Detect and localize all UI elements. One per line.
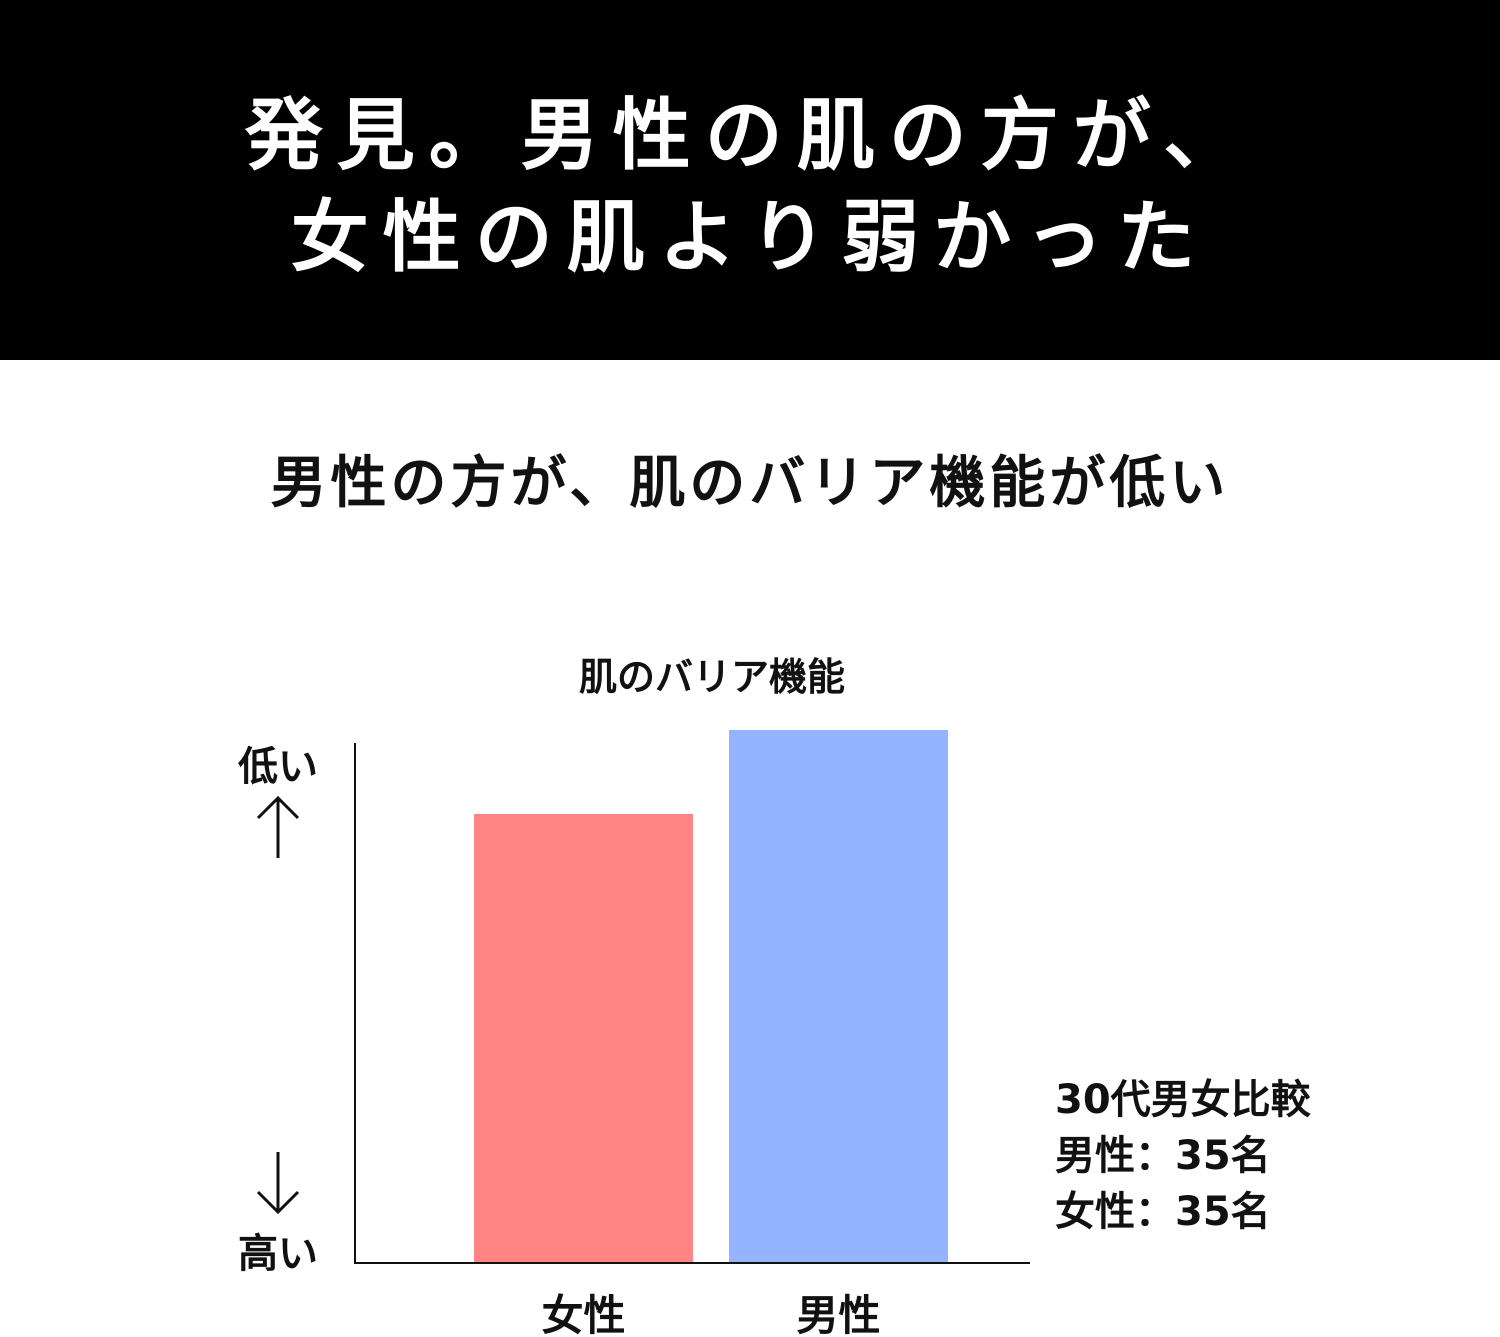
bar-male (729, 730, 948, 1262)
chart-title: 肌のバリア機能 (579, 655, 845, 699)
note-line-3: 女性：35名 (1055, 1189, 1271, 1235)
bar-female (474, 814, 693, 1262)
note-line-1: 30代男女比較 (1055, 1077, 1311, 1123)
x-tick-label: 女性 (541, 1291, 625, 1337)
barrier-function-chart: 肌のバリア機能 低い 高い 女性 男性 (238, 655, 1030, 1337)
y-axis-top-label: 低い (238, 744, 318, 790)
y-axis-bottom-label: 高い (238, 1231, 318, 1277)
sample-note: 30代男女比較 男性：35名 女性：35名 (1055, 1072, 1311, 1240)
header-banner: 発見。男性の肌の方が、 女性の肌より弱かった (0, 0, 1500, 360)
headline-line-2: 女性の肌より弱かった (290, 193, 1210, 283)
arrow-down-icon (256, 1152, 300, 1215)
subtitle: 男性の方が、肌のバリア機能が低い (270, 451, 1230, 516)
note-line-2: 男性：35名 (1055, 1133, 1271, 1179)
headline-line-1: 発見。男性の肌の方が、 (244, 91, 1256, 181)
arrow-up-icon (256, 795, 300, 858)
x-tick-label: 男性 (796, 1291, 880, 1337)
